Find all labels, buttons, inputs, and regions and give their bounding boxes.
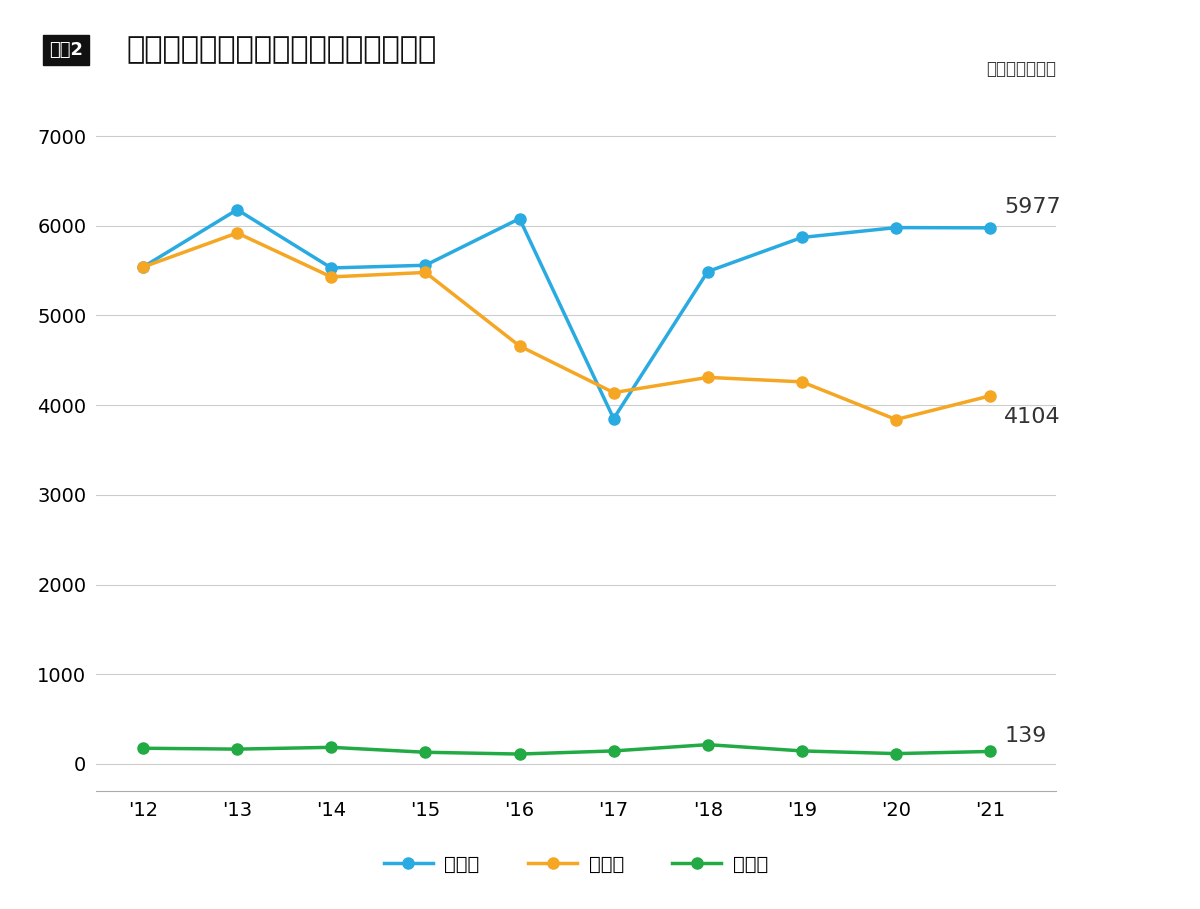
すだち	[983, 390, 997, 401]
へべす	[324, 742, 338, 753]
かぼす	[889, 222, 904, 233]
すだち	[606, 387, 620, 398]
かぼす	[794, 232, 809, 243]
Text: 図表2: 図表2	[49, 41, 83, 59]
へべす	[419, 747, 433, 758]
かぼす	[230, 205, 245, 215]
すだち	[512, 341, 527, 352]
Text: 4104: 4104	[1004, 406, 1061, 426]
へべす	[983, 746, 997, 757]
へべす	[794, 745, 809, 756]
すだち	[794, 376, 809, 387]
かぼす	[983, 223, 997, 234]
すだち	[324, 272, 338, 283]
へべす	[136, 743, 150, 754]
Text: 139: 139	[1004, 726, 1046, 746]
Line: へべす: へべす	[138, 739, 996, 760]
すだち	[701, 372, 715, 383]
すだち	[889, 415, 904, 425]
すだち	[136, 262, 150, 273]
かぼす	[606, 414, 620, 425]
かぼす	[324, 263, 338, 274]
へべす	[889, 748, 904, 759]
Text: （単位：トン）: （単位：トン）	[986, 60, 1056, 78]
Line: かぼす: かぼす	[138, 205, 996, 425]
すだち	[419, 267, 433, 278]
へべす	[701, 739, 715, 750]
かぼす	[419, 260, 433, 271]
へべす	[512, 749, 527, 760]
へべす	[606, 745, 620, 756]
Line: すだち: すだち	[138, 227, 996, 425]
かぼす	[136, 262, 150, 273]
へべす	[230, 744, 245, 754]
Text: かぼす・すだち・へべすの収穫量推移: かぼす・すだち・へべすの収穫量推移	[126, 35, 437, 65]
すだち	[230, 227, 245, 238]
かぼす	[512, 214, 527, 225]
かぼす	[701, 266, 715, 277]
Text: 5977: 5977	[1004, 197, 1061, 217]
Legend: かぼす, すだち, へべす: かぼす, すだち, へべす	[377, 847, 775, 882]
